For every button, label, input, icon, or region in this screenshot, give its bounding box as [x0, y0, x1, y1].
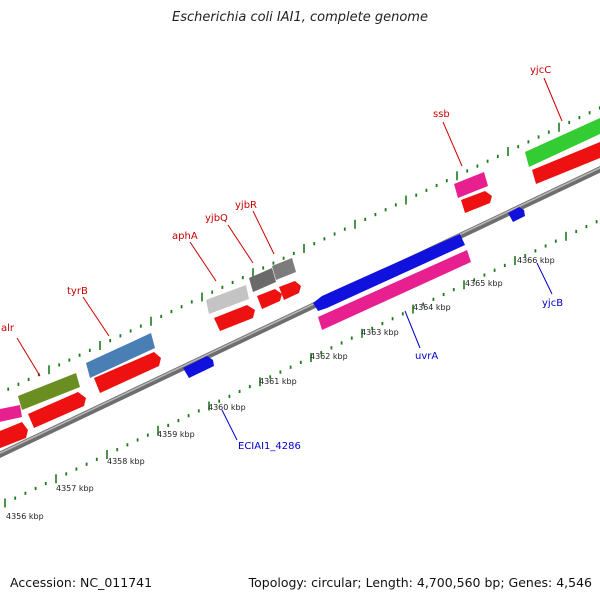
- cds-arrow: [461, 191, 492, 213]
- gene-label: yjcB: [542, 298, 563, 309]
- genome-backbone-highlight: [0, 167, 600, 454]
- kbp-label: 4357 kbp: [56, 484, 94, 493]
- gene-bar-yjbQ: [249, 268, 276, 292]
- leader-line-uvrA: [404, 310, 421, 349]
- gene-bar-pink-left: [0, 405, 22, 422]
- leader-line-yjbQ: [227, 224, 254, 264]
- gene-label: yjbQ: [205, 213, 228, 224]
- kbp-label: 4365 kbp: [465, 279, 503, 288]
- gene-label: aphA: [172, 231, 198, 242]
- kbp-label: 4362 kbp: [310, 352, 348, 361]
- gene-label: yjbR: [235, 200, 257, 211]
- gene-label: uvrA: [415, 351, 438, 362]
- reverse-gene-track: [183, 207, 525, 378]
- cds-arrow: [257, 289, 282, 309]
- ticks-layer: [4, 106, 600, 508]
- gene-bar-pink-reverse: [318, 250, 471, 330]
- kbp-label: 4366 kbp: [517, 256, 555, 265]
- accession-text: Accession: NC_011741: [10, 575, 153, 590]
- cds-arrow: [279, 281, 301, 300]
- kbp-label: 4364 kbp: [413, 303, 451, 312]
- gene-bar-ssb: [454, 172, 488, 198]
- topology-text: Topology: circular; Length: 4,700,560 bp…: [248, 575, 592, 590]
- gene-bar-aphA: [206, 285, 249, 314]
- kbp-label: 4356 kbp: [6, 512, 44, 521]
- leader-line-ssb: [442, 121, 463, 167]
- gene-bar-alr: [18, 373, 80, 410]
- gene-label: ssb: [433, 109, 450, 120]
- forward-gene-track: [0, 118, 600, 422]
- leader-line-yjbR: [252, 210, 275, 255]
- kbp-label: 4359 kbp: [157, 430, 195, 439]
- kbp-label: 4363 kbp: [361, 328, 399, 337]
- gene-bar-uvrA: [313, 234, 465, 311]
- leader-line-tyrB: [82, 296, 110, 337]
- leader-line-ECIAI1_4286: [221, 409, 238, 441]
- kbp-labels: 4356 kbp 4357 kbp 4358 kbp 4359 kbp 4360…: [6, 256, 555, 521]
- cds-arrow: [532, 142, 600, 184]
- gene-label: ECIAI1_4286: [238, 441, 301, 452]
- cds-arrow: [94, 352, 161, 393]
- genome-backbone: [0, 166, 600, 458]
- gene-bar-yjcC: [525, 118, 600, 167]
- cds-track: [0, 142, 600, 449]
- cds-arrow: [214, 305, 255, 331]
- gene-label: alr: [1, 323, 15, 334]
- gene-label: tyrB: [67, 286, 88, 297]
- kbp-label: 4361 kbp: [259, 377, 297, 386]
- leader-line-alr: [16, 337, 41, 377]
- gene-bar-yjbR: [272, 258, 296, 280]
- leader-line-yjcB: [536, 262, 553, 295]
- gene-labels: alr tyrB aphA yjbQ yjbR ssb yjcC ECIAI1_…: [1, 65, 563, 452]
- leader-lines: [16, 77, 563, 441]
- leader-line-aphA: [189, 241, 217, 282]
- gene-label: yjcC: [530, 65, 551, 76]
- leader-line-yjcC: [543, 77, 563, 122]
- cds-arrow: [0, 422, 28, 449]
- cds-arrow: [28, 392, 86, 428]
- kbp-label: 4358 kbp: [107, 457, 145, 466]
- gene-bar-tyrB: [86, 333, 155, 378]
- gene-bar-ECIAI1_4286: [183, 356, 214, 378]
- gene-bar-yjcB: [508, 207, 525, 222]
- map-title: Escherichia coli IAI1, complete genome: [172, 10, 428, 25]
- kbp-label: 4360 kbp: [208, 403, 246, 412]
